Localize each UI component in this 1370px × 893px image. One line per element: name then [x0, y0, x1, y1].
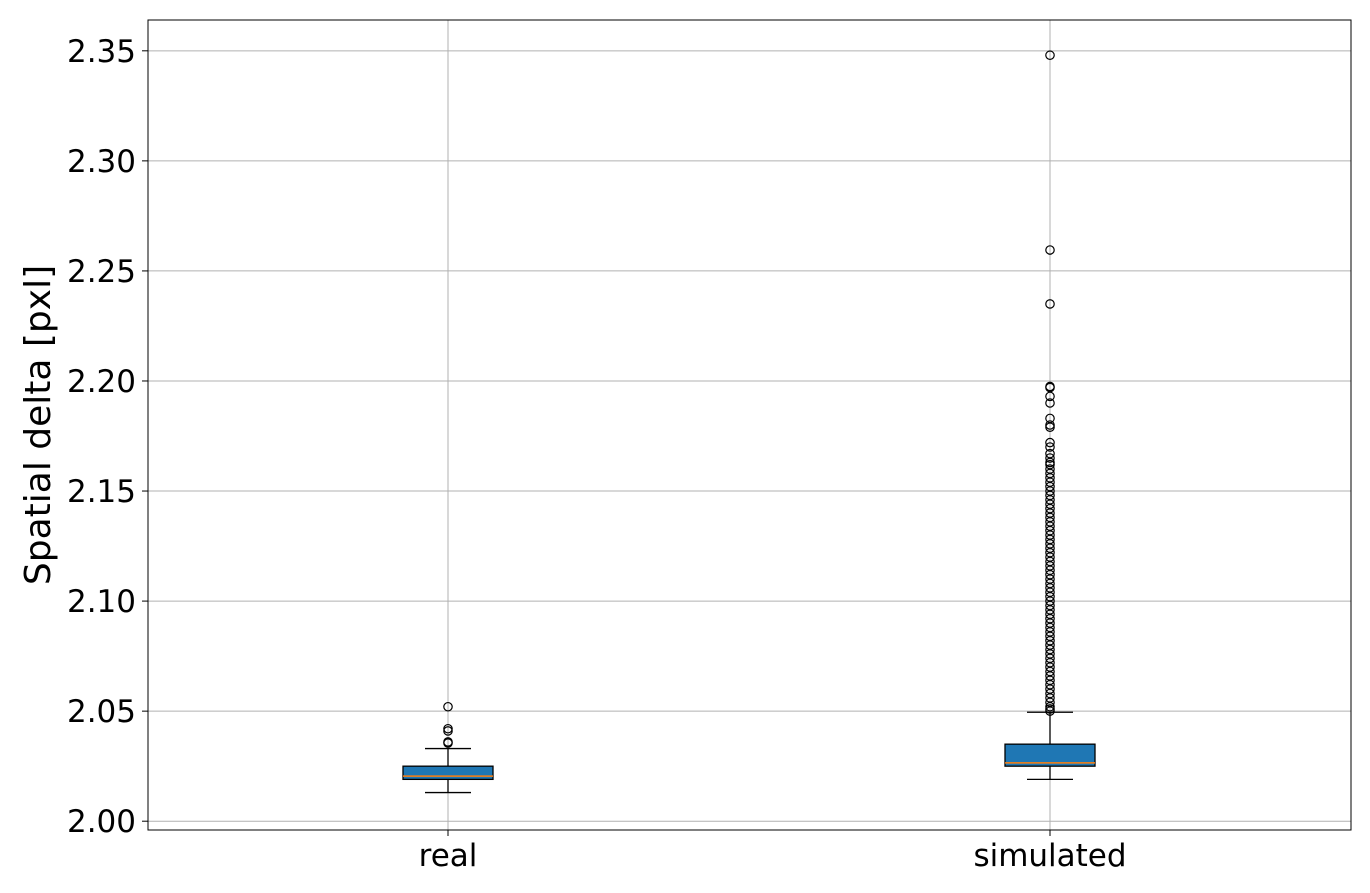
outlier-point: [1045, 299, 1055, 309]
x-tick-label: simulated: [973, 838, 1126, 874]
x-axis-ticks: real simulated: [419, 830, 1127, 874]
box-group: [1004, 50, 1096, 781]
outlier-point: [1045, 391, 1055, 402]
outlier-point: [1045, 245, 1055, 255]
outlier-point: [1045, 453, 1055, 463]
outlier-point: [443, 726, 453, 736]
grid-lines: [148, 20, 1351, 830]
outlier-point: [1045, 442, 1055, 452]
outlier-point: [1045, 706, 1055, 716]
y-tick-label: 2.30: [67, 144, 136, 180]
y-axis-title: Spatial delta [pxl]: [18, 265, 59, 585]
plot-area-frame: [147, 19, 1352, 831]
boxplot-series: [402, 50, 1096, 794]
box-group: [402, 701, 494, 794]
x-tick-label: real: [419, 838, 478, 874]
y-tick-label: 2.35: [67, 34, 136, 70]
box-iqr: [402, 765, 494, 781]
y-axis-ticks: 2.00 2.05 2.10 2.15 2.20 2.25 2.30 2.35: [67, 34, 148, 840]
outlier-point: [1045, 437, 1055, 448]
outlier-point: [1045, 422, 1055, 433]
y-tick-label: 2.25: [67, 254, 136, 290]
outlier-point: [1045, 50, 1055, 61]
outlier-point: [443, 738, 453, 748]
box-iqr: [1004, 743, 1096, 767]
y-tick-label: 2.20: [67, 364, 136, 400]
outlier-point: [1045, 398, 1055, 408]
y-tick-label: 2.05: [67, 694, 136, 730]
y-tick-label: 2.00: [67, 804, 136, 840]
y-tick-label: 2.15: [67, 474, 136, 510]
outlier-point: [443, 701, 453, 712]
y-tick-label: 2.10: [67, 584, 136, 620]
